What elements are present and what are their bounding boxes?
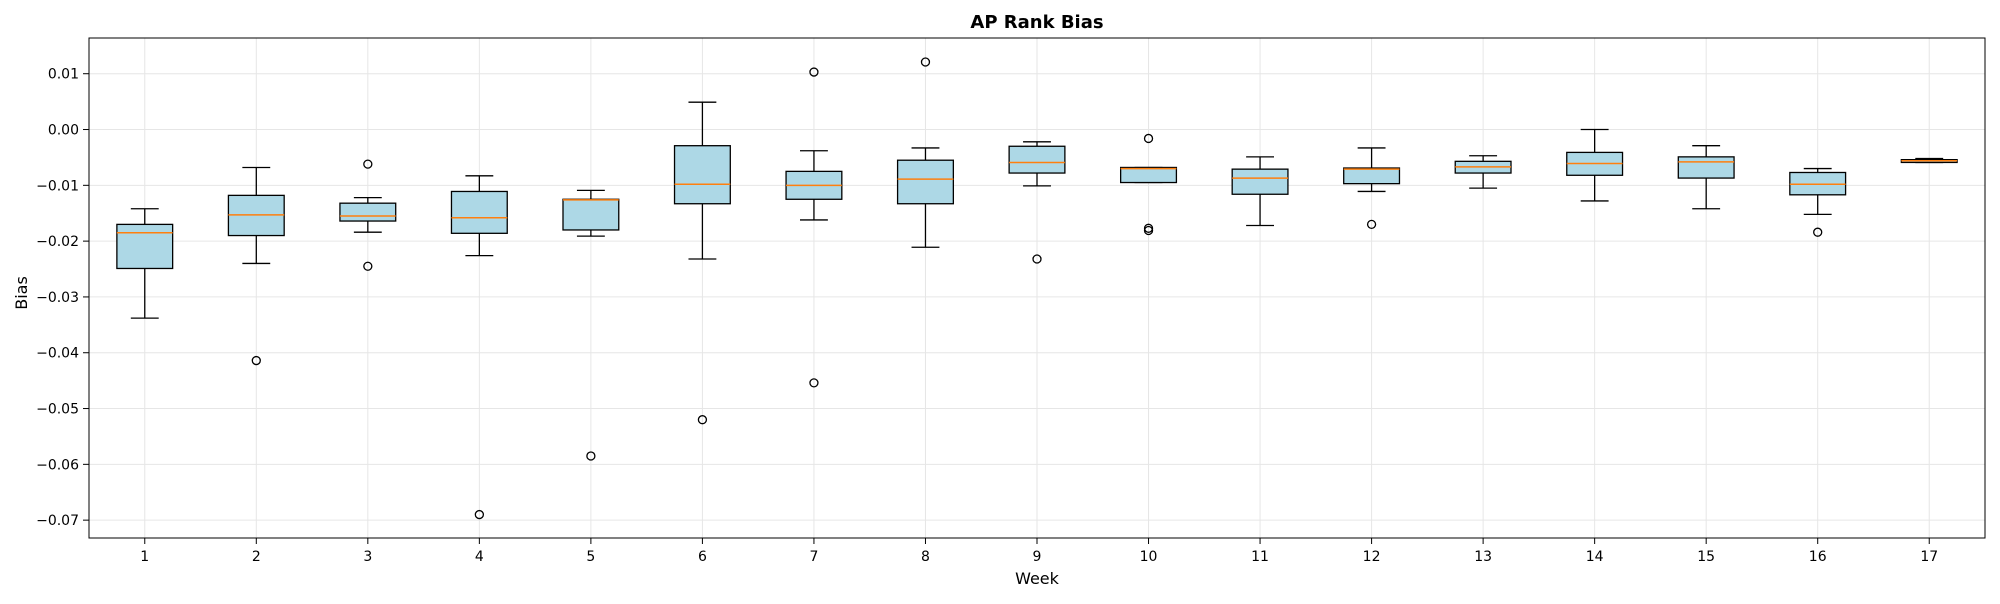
y-axis-label: Bias: [12, 276, 31, 310]
outlier-point: [697, 415, 708, 425]
y-tick-label: −0.07: [36, 513, 79, 529]
x-tick-label: 17: [1920, 549, 1938, 565]
x-tick-label: 9: [1033, 549, 1042, 565]
y-tick-label: 0.00: [48, 123, 79, 139]
iqr-box: [339, 202, 397, 222]
box-week-15: [1677, 145, 1735, 210]
iqr-box: [562, 198, 620, 231]
x-tick-label: 12: [1363, 549, 1381, 565]
outlier-point: [920, 57, 931, 67]
x-tick-label: 1: [140, 549, 149, 565]
x-tick-label: 14: [1586, 549, 1604, 565]
iqr-box: [116, 223, 174, 270]
outlier-point: [809, 378, 819, 388]
box-week-9: [1008, 141, 1066, 264]
x-tick-label: 8: [921, 549, 930, 565]
tick-layer: 0.01 0.00 −0.01 −0.02 −0.03 −0.04 −0.05 −0.06 −0…: [36, 67, 1938, 565]
box-week-6: [673, 101, 731, 425]
box-layer: [116, 57, 1958, 520]
outlier-point: [1143, 225, 1154, 236]
iqr-box: [896, 159, 955, 205]
outlier-point: [1143, 133, 1154, 144]
outlier-point: [474, 509, 485, 520]
x-axis-label: Week: [1015, 569, 1060, 588]
y-tick-label: −0.01: [36, 178, 79, 194]
outlier-point: [1813, 227, 1823, 237]
outlier-point: [586, 451, 596, 461]
outlier-point: [363, 261, 373, 271]
outlier-point: [363, 159, 373, 169]
x-tick-label: 5: [586, 549, 595, 565]
iqr-box: [673, 145, 731, 205]
y-tick-label: 0.01: [48, 67, 79, 83]
box-week-16: [1789, 167, 1847, 237]
iqr-box: [1008, 145, 1066, 174]
iqr-box: [450, 190, 508, 234]
y-tick-label: −0.02: [36, 234, 79, 250]
box-week-7: [785, 67, 843, 388]
x-tick-label: 6: [698, 549, 707, 565]
x-tick-label: 13: [1474, 549, 1492, 565]
box-week-5: [562, 189, 620, 461]
y-tick-label: −0.04: [36, 346, 79, 362]
box-week-14: [1566, 128, 1624, 202]
box-week-8: [896, 57, 955, 248]
outlier-point: [251, 355, 261, 366]
box-week-10: [1119, 133, 1178, 236]
box-week-13: [1454, 155, 1512, 189]
box-week-2: [227, 166, 285, 366]
x-tick-label: 16: [1809, 549, 1827, 565]
chart-title: AP Rank Bias: [970, 12, 1103, 33]
outlier-point: [1366, 219, 1377, 230]
box-week-3: [339, 159, 397, 271]
y-tick-label: −0.06: [36, 457, 79, 473]
x-tick-label: 2: [252, 549, 261, 565]
box-week-17: [1900, 157, 1958, 164]
iqr-box: [1343, 167, 1401, 185]
iqr-box: [1677, 156, 1735, 179]
iqr-box: [1231, 168, 1289, 195]
x-tick-label: 15: [1697, 549, 1715, 565]
outlier-point: [809, 67, 819, 77]
box-week-4: [450, 175, 508, 520]
box-week-1: [116, 208, 174, 319]
x-tick-label: 10: [1140, 549, 1158, 565]
y-tick-label: −0.03: [36, 290, 79, 306]
x-tick-label: 4: [475, 549, 484, 565]
x-tick-label: 3: [363, 549, 372, 565]
box-week-12: [1343, 147, 1401, 230]
iqr-box: [1119, 166, 1178, 184]
grid-layer: [89, 38, 1985, 538]
y-tick-label: −0.05: [36, 402, 79, 418]
outlier-point: [1032, 254, 1042, 264]
box-week-11: [1231, 156, 1289, 227]
x-tick-label: 11: [1251, 549, 1269, 565]
x-tick-label: 7: [809, 549, 818, 565]
